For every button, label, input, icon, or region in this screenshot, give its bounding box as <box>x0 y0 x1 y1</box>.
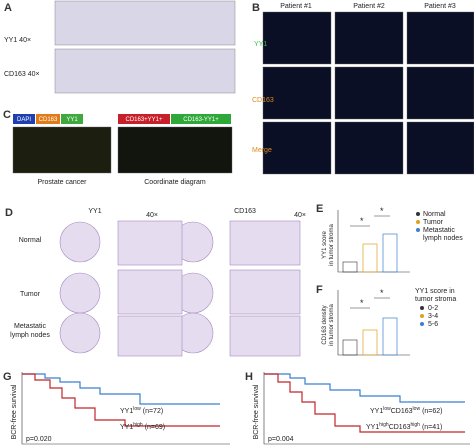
text: low <box>383 406 391 412</box>
text: YY1 <box>120 424 133 431</box>
panel-label: H <box>245 371 253 383</box>
text: (n=41) <box>422 424 442 431</box>
panel-label: C <box>3 109 11 121</box>
micrograph <box>54 48 236 94</box>
legend-item: 0-2 <box>428 305 438 312</box>
panel-label: E <box>316 203 323 215</box>
caption: Coordinate diagram <box>144 179 206 186</box>
legend-item: CD163-YY1+ <box>183 117 219 123</box>
text: CD163 <box>389 424 411 431</box>
text: high <box>379 422 389 428</box>
text: (n=72) <box>143 408 163 415</box>
axis-label: YY1 score <box>322 231 328 259</box>
row-label: lymph nodes <box>10 332 50 339</box>
panel-label: D <box>5 207 13 219</box>
legend-item: CD163+YY1+ <box>125 117 163 123</box>
caption: Prostate cancer <box>37 179 87 186</box>
legend-item: YY1high (n=69) <box>120 422 165 431</box>
legend-item: CD163 <box>39 117 58 123</box>
significance: * <box>360 216 364 226</box>
diagram <box>117 126 233 174</box>
bar-plot <box>337 210 410 273</box>
survival-curve <box>22 373 220 427</box>
axis-label: in tumor stroma <box>329 304 335 346</box>
panel-label: G <box>3 371 12 383</box>
legend-title: YY1 score in <box>415 288 455 295</box>
legend-item: YY1low (n=72) <box>120 406 163 415</box>
text: CD163 <box>391 408 413 415</box>
axis-label: BCR-free survival <box>11 384 18 439</box>
panel-label: B <box>252 2 260 14</box>
text: high <box>133 422 143 428</box>
legend-title: tumor stroma <box>415 296 456 303</box>
text: (n=62) <box>422 408 442 415</box>
survival-curve <box>264 373 465 403</box>
col-label: Patient #2 <box>353 3 385 10</box>
row-label: Tumor <box>20 291 41 298</box>
fluorescence-grid <box>262 11 474 175</box>
text: (n=69) <box>145 424 165 431</box>
text: YY1 <box>120 408 133 415</box>
legend-item: Tumor <box>423 219 444 226</box>
legend-item: YY1 <box>66 117 78 123</box>
legend-item: DAPI <box>17 117 31 123</box>
panel-label: F <box>316 284 323 296</box>
legend-item: lymph nodes <box>423 235 463 242</box>
bar-plot <box>337 290 410 356</box>
micrograph <box>54 0 236 46</box>
survival-curve <box>22 373 220 405</box>
axis-label: in tumor stroma <box>329 224 335 266</box>
text: YY1 <box>370 408 383 415</box>
col-label: Patient #1 <box>280 3 312 10</box>
p-value: p=0.020 <box>26 436 52 443</box>
legend-item: YY1highCD163high (n=41) <box>366 422 442 431</box>
row-label: Normal <box>19 237 42 244</box>
row-label: YY1 40× <box>4 37 31 44</box>
col-label: CD163 <box>234 208 256 215</box>
row-label: YY1 <box>254 41 267 48</box>
significance: * <box>360 298 364 308</box>
text: low <box>133 406 141 412</box>
text: YY1 <box>366 424 379 431</box>
survival-curve <box>264 373 465 433</box>
row-label: Metastatic <box>14 323 46 330</box>
legend-item: 3-4 <box>428 313 438 320</box>
zoom-label: 40× <box>146 212 158 219</box>
panel-label: A <box>4 2 12 14</box>
legend-item: 5-6 <box>428 321 438 328</box>
row-label: Merge <box>252 147 272 154</box>
significance: * <box>380 206 384 216</box>
legend-item: Metastatic <box>423 227 455 234</box>
micrograph <box>12 126 112 174</box>
axis-label: CD163 density <box>322 305 328 344</box>
row-label: CD163 <box>252 97 274 104</box>
zoom-label: 40× <box>294 212 306 219</box>
significance: * <box>380 288 384 298</box>
axis-label: BCR-free survival <box>253 384 260 439</box>
legend-item: Normal <box>423 211 446 218</box>
text: high <box>410 422 420 428</box>
col-label: YY1 <box>88 208 101 215</box>
legend-item: YY1lowCD163low (n=62) <box>370 406 443 415</box>
col-label: Patient #3 <box>424 3 456 10</box>
row-label: CD163 40× <box>4 71 40 78</box>
p-value: p=0.004 <box>268 436 294 443</box>
histology <box>59 220 301 357</box>
text: low <box>413 406 421 412</box>
